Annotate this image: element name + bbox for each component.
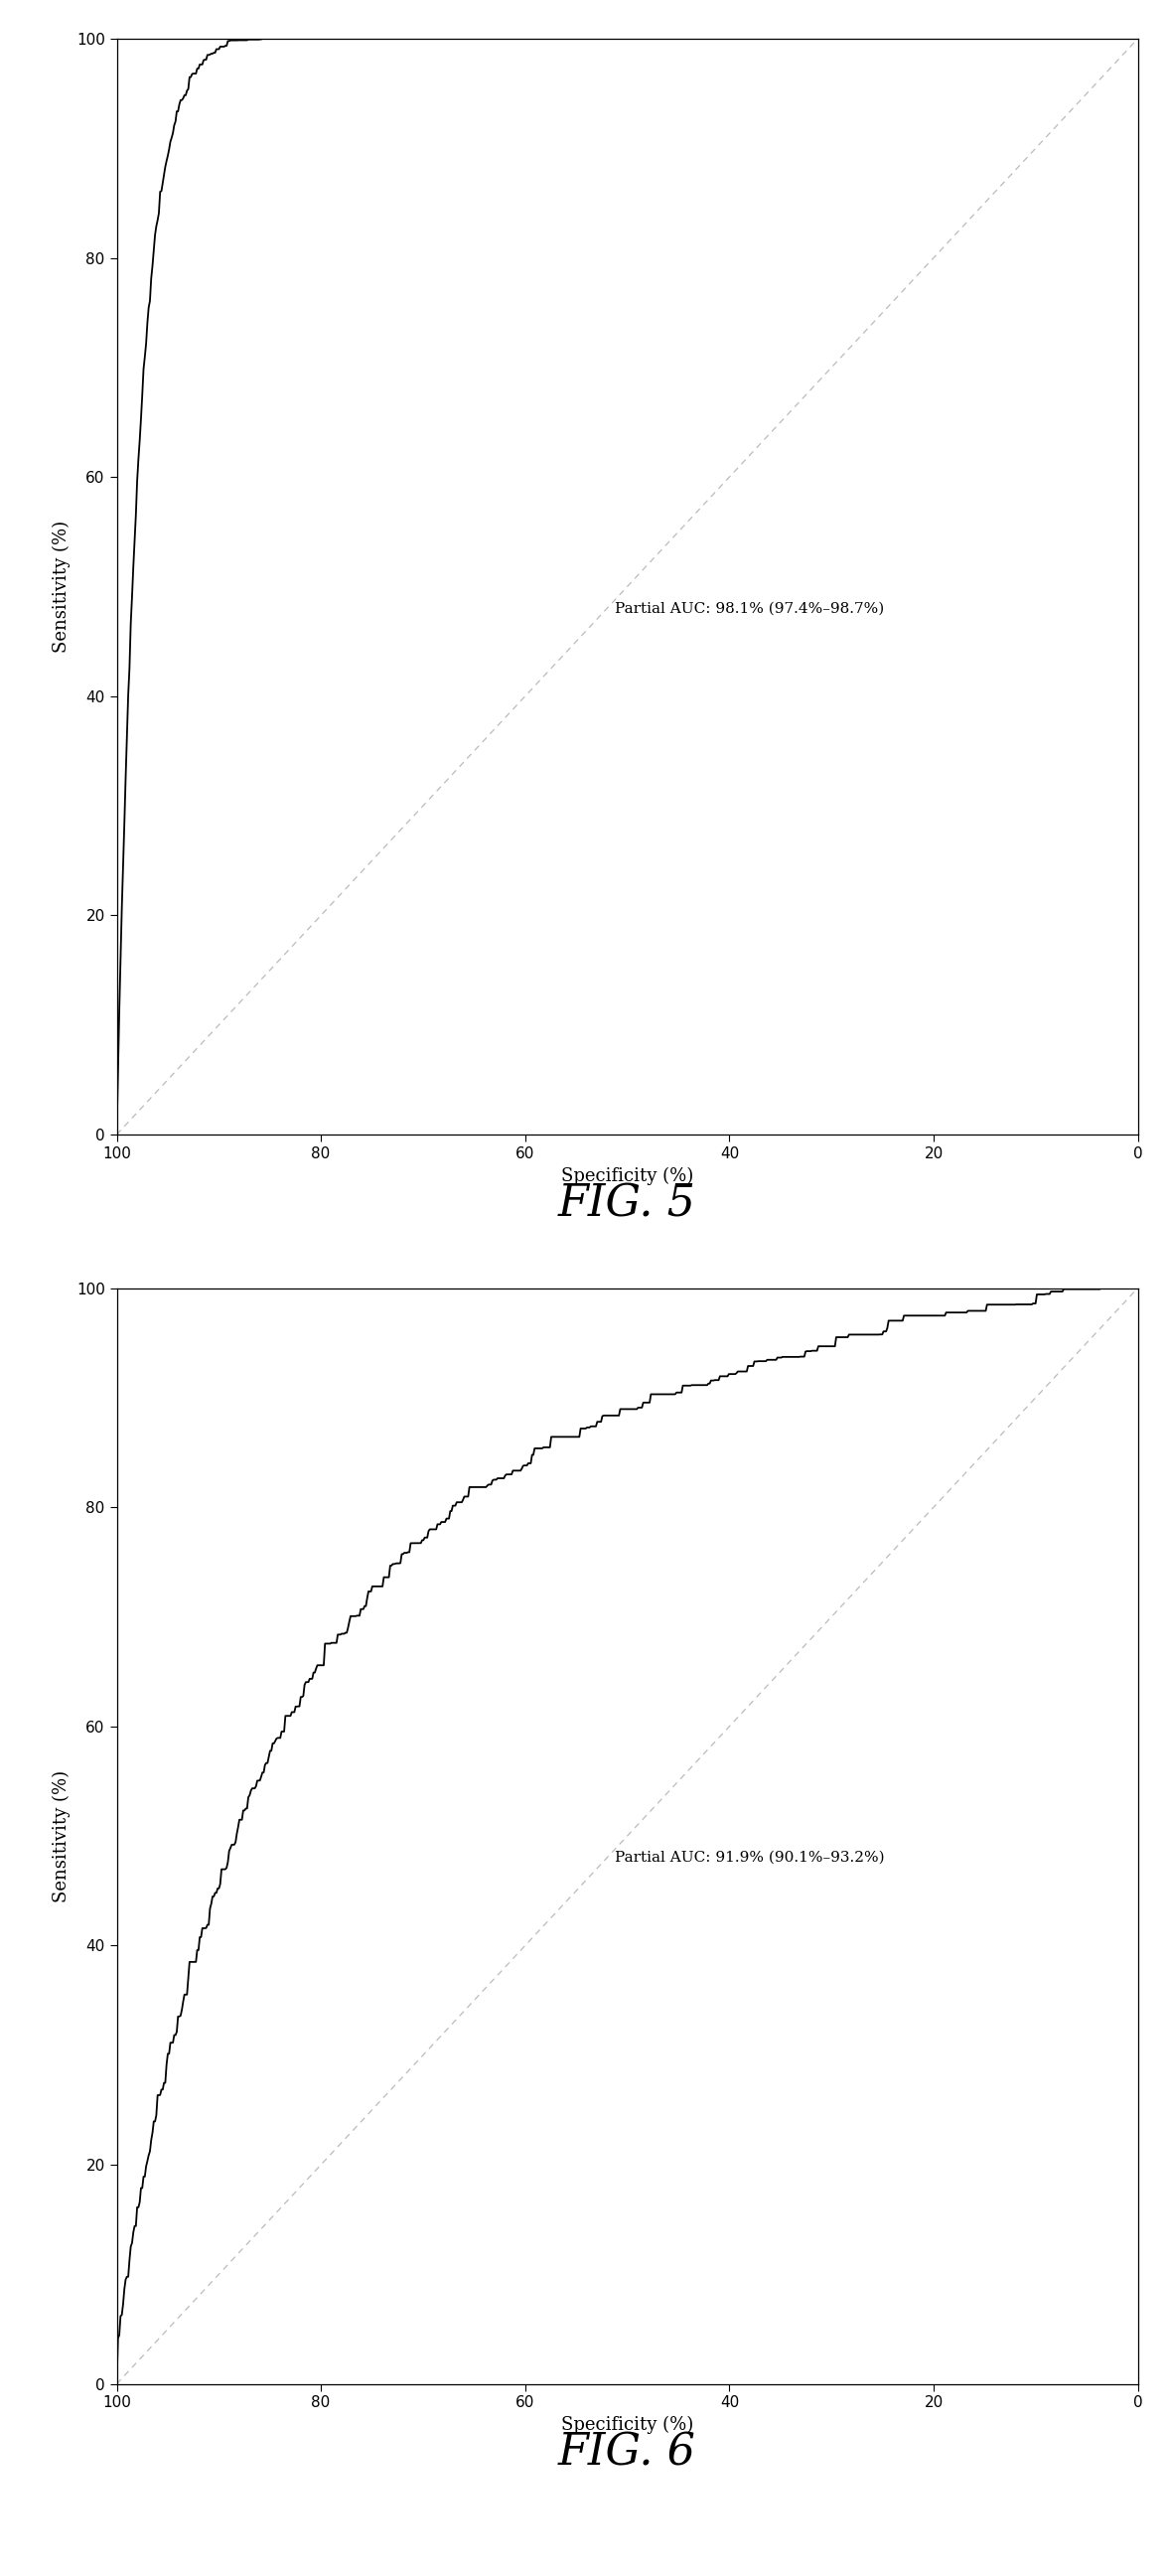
Text: FIG. 5: FIG. 5 (558, 1182, 697, 1226)
X-axis label: Specificity (%): Specificity (%) (561, 2416, 693, 2434)
Y-axis label: Sensitivity (%): Sensitivity (%) (53, 520, 71, 652)
Y-axis label: Sensitivity (%): Sensitivity (%) (53, 1770, 71, 1901)
X-axis label: Specificity (%): Specificity (%) (561, 1167, 693, 1185)
Text: Partial AUC: 98.1% (97.4%–98.7%): Partial AUC: 98.1% (97.4%–98.7%) (615, 603, 885, 616)
Text: Partial AUC: 91.9% (90.1%–93.2%): Partial AUC: 91.9% (90.1%–93.2%) (615, 1852, 885, 1865)
Text: FIG. 6: FIG. 6 (558, 2432, 697, 2476)
